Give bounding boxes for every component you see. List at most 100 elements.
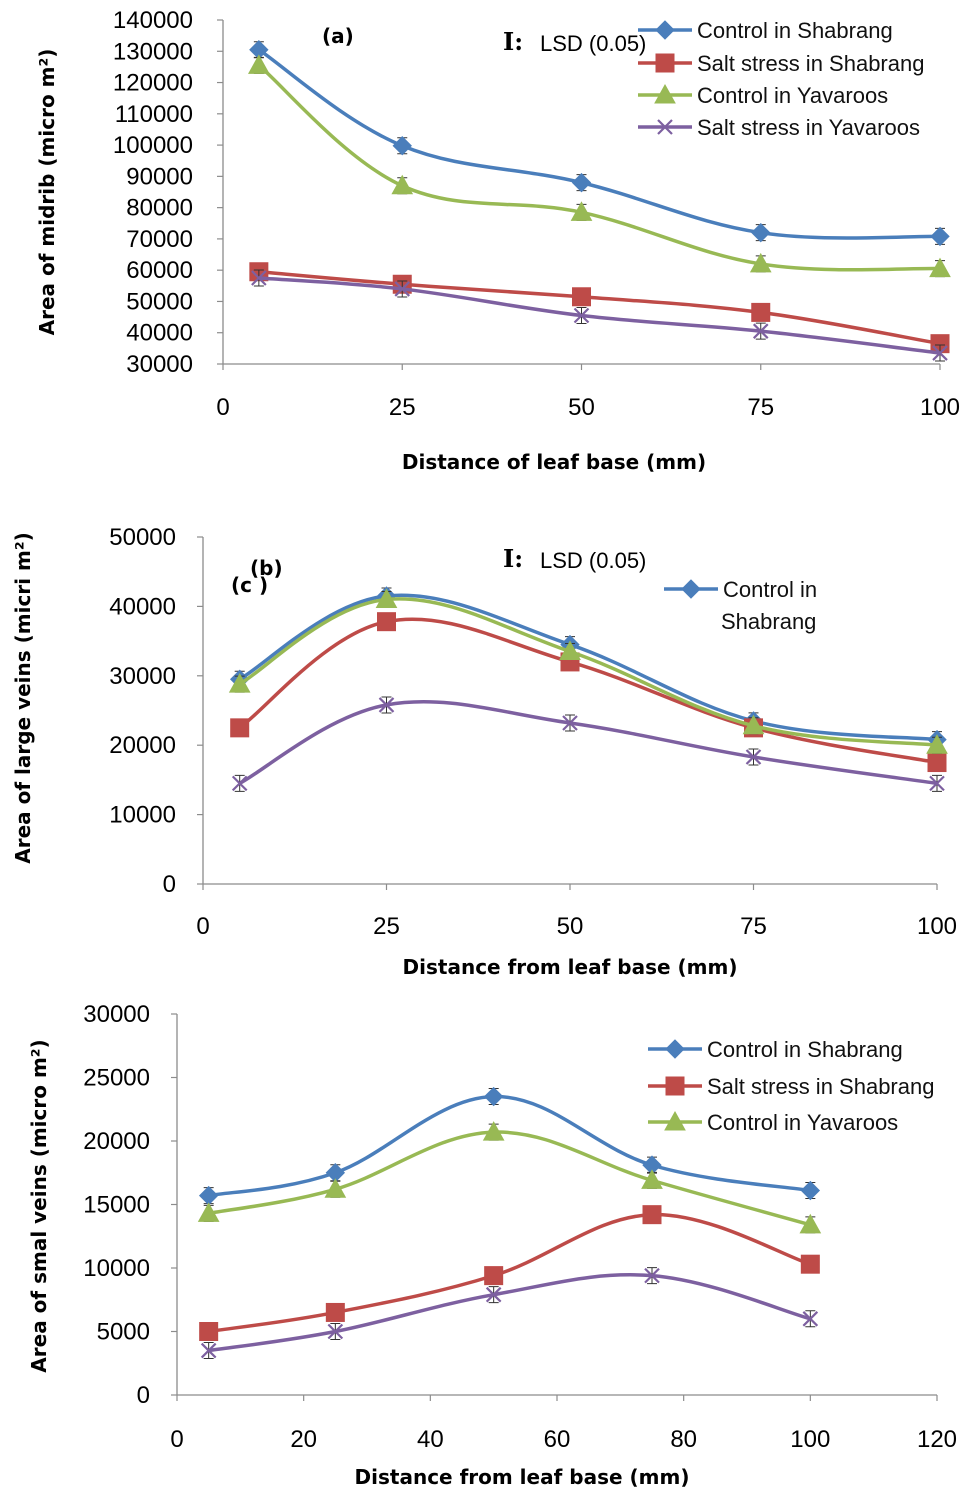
data-point <box>375 588 398 608</box>
y-tick-label: 40000 <box>126 320 193 347</box>
series-1 <box>198 1086 821 1206</box>
y-tick-label: 70000 <box>126 226 193 253</box>
legend-label: Salt stress in Shabrang <box>697 51 924 76</box>
data-point <box>484 1266 504 1286</box>
y-tick-label: 50000 <box>126 288 193 315</box>
x-tick-label: 25 <box>389 394 416 421</box>
legend-label: Salt stress in Shabrang <box>707 1074 934 1099</box>
x-tick-label: 100 <box>917 913 957 940</box>
data-point <box>802 1311 819 1327</box>
y-tick-label: 0 <box>163 871 176 898</box>
data-point <box>485 1286 502 1303</box>
x-tick-label: 100 <box>790 1426 830 1453</box>
y-tick-label: 15000 <box>83 1192 150 1219</box>
data-point <box>251 270 267 286</box>
data-point <box>800 1254 820 1274</box>
legend-entry: Control in Yavaroos <box>638 83 888 108</box>
x-axis-title: Distance from leaf base (mm) <box>355 1465 690 1489</box>
data-point <box>742 714 765 735</box>
data-point <box>230 718 250 738</box>
y-tick-label: 5000 <box>97 1319 150 1346</box>
chart-panel-c: Distance from leaf base (mm) Area of sma… <box>27 1001 957 1489</box>
y-tick-label: 60000 <box>126 257 193 284</box>
legend-entry: Control in Shabrang <box>648 1037 903 1062</box>
chart-panel-a: (a) I: LSD (0.05) Distance of leaf base … <box>35 7 960 474</box>
series-line <box>258 276 941 355</box>
legend-marker <box>655 53 675 73</box>
legend-label: Salt stress in Yavaroos <box>697 115 920 140</box>
legend-marker <box>654 83 676 104</box>
data-point <box>927 753 947 773</box>
data-point <box>197 1202 220 1222</box>
series-3 <box>228 588 948 754</box>
data-point <box>641 1169 663 1189</box>
x-tick-label: 60 <box>544 1426 571 1453</box>
legend-label: Control in Shabrang <box>721 577 817 634</box>
y-tick-label: 110000 <box>115 101 193 128</box>
x-tick-label: 80 <box>670 1426 697 1453</box>
series-line <box>258 270 941 346</box>
y-tick-label: 10000 <box>83 1255 150 1282</box>
legend-entry: Salt stress in Shabrang <box>648 1074 934 1099</box>
legend-entry: Control in Yavaroos <box>648 1110 898 1135</box>
data-point <box>198 1185 219 1206</box>
series-4 <box>200 1267 819 1360</box>
data-point <box>391 174 414 195</box>
series-line <box>208 1212 811 1334</box>
legend-entry: Salt stress in Shabrang <box>638 51 924 76</box>
x-tick-label: 75 <box>740 913 767 940</box>
data-point <box>231 775 248 792</box>
panel-label-c-overlap: (c ) <box>231 573 268 597</box>
legend-marker <box>681 579 701 599</box>
series-3 <box>197 1121 822 1234</box>
data-point <box>482 1121 505 1141</box>
series-3 <box>248 54 951 278</box>
x-tick-label: 25 <box>373 913 400 940</box>
y-axis-title: Area of smal veins (micro m²) <box>27 1039 51 1372</box>
y-tick-label: 0 <box>137 1382 150 1409</box>
x-tick-label: 0 <box>216 394 229 421</box>
legend-marker <box>664 1110 686 1131</box>
legend-entry: Control in Shabrang <box>638 18 893 43</box>
data-point <box>932 345 948 361</box>
lsd-label: LSD (0.05) <box>540 548 646 573</box>
legend-entry: Salt stress in Yavaroos <box>638 115 920 140</box>
data-point <box>573 307 590 324</box>
legend-label: Control in Shabrang <box>697 18 893 43</box>
y-tick-label: 100000 <box>113 132 193 159</box>
data-point <box>571 172 592 193</box>
x-tick-label: 75 <box>747 394 774 421</box>
x-tick-label: 20 <box>290 1426 317 1453</box>
data-point <box>799 1213 822 1234</box>
data-point <box>378 697 395 713</box>
x-tick-label: 100 <box>920 394 960 421</box>
data-point <box>570 201 593 221</box>
legend-marker <box>665 1076 685 1096</box>
x-tick-label: 50 <box>557 913 584 940</box>
x-tick-label: 120 <box>917 1426 957 1453</box>
y-tick-label: 120000 <box>113 70 193 97</box>
y-tick-label: 130000 <box>113 38 193 65</box>
series-4 <box>251 269 948 362</box>
data-point <box>562 715 578 731</box>
data-point <box>572 287 591 307</box>
x-tick-label: 0 <box>170 1426 183 1453</box>
x-axis-title: Distance from leaf base (mm) <box>403 955 738 979</box>
y-tick-label: 20000 <box>83 1128 150 1155</box>
data-point <box>248 54 270 74</box>
y-tick-label: 50000 <box>109 524 176 551</box>
lsd-symbol: I: <box>503 27 523 56</box>
data-point <box>228 673 251 693</box>
series-line <box>238 617 938 765</box>
data-point <box>930 226 950 247</box>
legend-marker <box>655 20 675 40</box>
data-point <box>483 1086 504 1107</box>
series-line <box>257 48 941 240</box>
y-tick-label: 30000 <box>83 1001 150 1028</box>
y-axis-title: Area of midrib (micro m²) <box>35 49 59 336</box>
y-tick-label: 10000 <box>109 802 176 829</box>
series-line <box>238 700 938 786</box>
legend-label: Control in Yavaroos <box>707 1110 898 1135</box>
data-point <box>642 1205 662 1225</box>
